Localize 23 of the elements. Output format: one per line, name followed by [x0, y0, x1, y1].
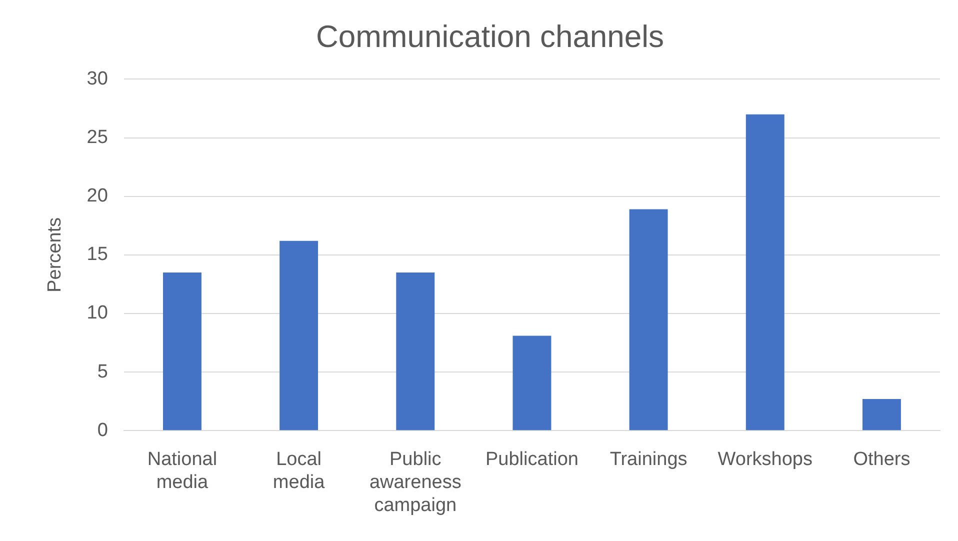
bar — [396, 272, 435, 430]
bar — [512, 336, 552, 430]
y-tick-label: 30 — [86, 68, 108, 90]
bar — [162, 272, 202, 430]
y-tick-label: 5 — [97, 361, 108, 382]
bar — [862, 398, 901, 430]
x-tick-label: Public awareness campaign — [369, 449, 462, 516]
y-tick-label: 10 — [86, 302, 108, 324]
chart-title: Communication channels — [316, 19, 664, 54]
bar — [280, 240, 318, 430]
y-tick-label: 20 — [86, 186, 108, 207]
x-tick-label: Local media — [272, 449, 326, 494]
x-tick-label: Trainings — [610, 449, 688, 470]
y-tick-label: 25 — [86, 127, 108, 148]
x-tick-label: Publication — [485, 449, 578, 470]
bar — [629, 209, 668, 430]
y-tick-label: 15 — [86, 244, 108, 266]
y-tick-label: 0 — [97, 420, 108, 441]
x-tick-label: Workshops — [718, 449, 812, 470]
bar — [746, 114, 784, 430]
x-tick-label: Others — [853, 449, 910, 470]
x-tick-label: National media — [147, 449, 218, 494]
y-axis-title: Percents — [44, 217, 66, 292]
